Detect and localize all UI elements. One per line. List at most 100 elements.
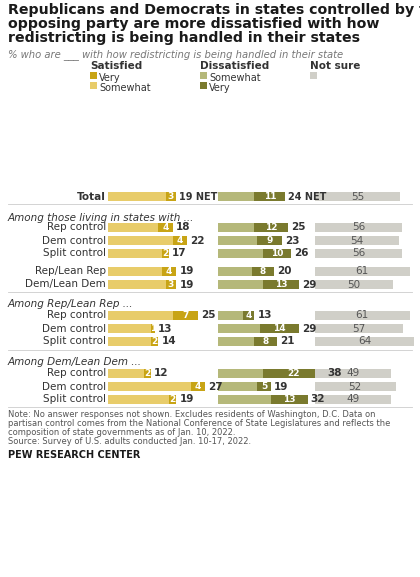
Text: Somewhat: Somewhat (99, 83, 151, 93)
Bar (260, 324, 299, 333)
Bar (218, 382, 257, 391)
Text: Dem control: Dem control (42, 381, 106, 392)
Bar (108, 311, 173, 320)
Bar (162, 267, 176, 276)
Bar (263, 369, 324, 378)
Text: 20: 20 (277, 267, 291, 276)
Text: 27: 27 (208, 381, 223, 392)
Text: 8: 8 (260, 267, 266, 276)
Bar (90, 82, 97, 89)
Text: 19: 19 (179, 279, 194, 290)
Bar (252, 267, 274, 276)
Bar (169, 395, 176, 404)
Text: 3: 3 (168, 280, 174, 289)
Text: 3: 3 (168, 192, 174, 201)
Text: 56: 56 (352, 223, 365, 233)
Text: 11: 11 (264, 192, 276, 201)
Bar (255, 337, 277, 346)
Text: 13: 13 (158, 324, 172, 334)
Text: 2: 2 (163, 249, 169, 258)
Bar (200, 82, 207, 89)
Text: Dissatisfied: Dissatisfied (200, 61, 269, 71)
Bar (315, 382, 396, 391)
Text: opposing party are more dissatisfied with how: opposing party are more dissatisfied wit… (8, 17, 379, 31)
Bar (255, 192, 285, 201)
Text: 54: 54 (350, 235, 363, 245)
Text: 52: 52 (349, 381, 362, 392)
Bar (108, 267, 162, 276)
Bar (108, 382, 191, 391)
Bar (315, 280, 393, 289)
Bar (315, 236, 399, 245)
Bar (151, 324, 155, 333)
Bar (315, 337, 414, 346)
Text: 18: 18 (176, 223, 190, 233)
Bar (162, 249, 169, 258)
Bar (108, 280, 165, 289)
Bar (165, 192, 176, 201)
Bar (263, 249, 291, 258)
Text: 9: 9 (267, 236, 273, 245)
Text: Rep control: Rep control (47, 223, 106, 233)
Text: 23: 23 (286, 235, 300, 245)
Text: Rep control: Rep control (47, 369, 106, 379)
Text: 2: 2 (170, 395, 176, 404)
Bar (200, 72, 207, 79)
Text: Republicans and Democrats in states controlled by the: Republicans and Democrats in states cont… (8, 3, 420, 17)
Text: 10: 10 (270, 249, 283, 258)
Bar (108, 249, 162, 258)
Bar (218, 223, 255, 232)
Text: 19: 19 (179, 395, 194, 404)
Text: 57: 57 (352, 324, 366, 334)
Text: 50: 50 (347, 279, 360, 290)
Text: 61: 61 (356, 267, 369, 276)
Text: 14: 14 (273, 324, 286, 333)
Text: 29: 29 (302, 324, 317, 334)
Text: 2: 2 (152, 337, 158, 346)
Bar (218, 324, 260, 333)
Bar (271, 395, 307, 404)
Text: 19: 19 (274, 381, 289, 392)
Bar (151, 337, 158, 346)
Text: 5: 5 (261, 382, 267, 391)
Text: 7: 7 (182, 311, 189, 320)
Bar (263, 280, 299, 289)
Text: 61: 61 (356, 310, 369, 320)
Bar (257, 236, 282, 245)
Text: composition of state governments as of Jan. 10, 2022.: composition of state governments as of J… (8, 428, 236, 437)
Bar (90, 72, 97, 79)
Text: Somewhat: Somewhat (209, 73, 261, 83)
Bar (108, 236, 173, 245)
Text: PEW RESEARCH CENTER: PEW RESEARCH CENTER (8, 450, 140, 460)
Bar (315, 267, 410, 276)
Text: 4: 4 (195, 382, 201, 391)
Bar (218, 192, 255, 201)
Text: 32: 32 (311, 395, 325, 404)
Text: Rep/Lean Rep: Rep/Lean Rep (35, 267, 106, 276)
Text: Split control: Split control (43, 249, 106, 258)
Bar (218, 236, 257, 245)
Text: 19 NET: 19 NET (179, 192, 218, 201)
Bar (218, 267, 252, 276)
Text: 4: 4 (166, 267, 172, 276)
Bar (144, 369, 151, 378)
Bar (108, 337, 151, 346)
Text: Among Rep/Lean Rep ...: Among Rep/Lean Rep ... (8, 299, 134, 309)
Bar (218, 249, 263, 258)
Text: Very: Very (99, 73, 121, 83)
Bar (315, 249, 402, 258)
Text: Not sure: Not sure (310, 61, 360, 71)
Text: Source: Survey of U.S. adults conducted Jan. 10-17, 2022.: Source: Survey of U.S. adults conducted … (8, 437, 251, 446)
Text: Among those living in states with ...: Among those living in states with ... (8, 213, 194, 223)
Text: 25: 25 (201, 310, 215, 320)
Text: 38: 38 (328, 369, 342, 379)
Text: 13: 13 (283, 395, 296, 404)
Bar (218, 280, 263, 289)
Text: 4: 4 (177, 236, 183, 245)
Text: Note: No answer responses not shown. Excludes residents of Washington, D.C. Data: Note: No answer responses not shown. Exc… (8, 410, 375, 419)
Bar (108, 395, 169, 404)
Text: 24 NET: 24 NET (288, 192, 327, 201)
Bar (218, 311, 243, 320)
Text: 19: 19 (179, 267, 194, 276)
Text: Very: Very (209, 83, 231, 93)
